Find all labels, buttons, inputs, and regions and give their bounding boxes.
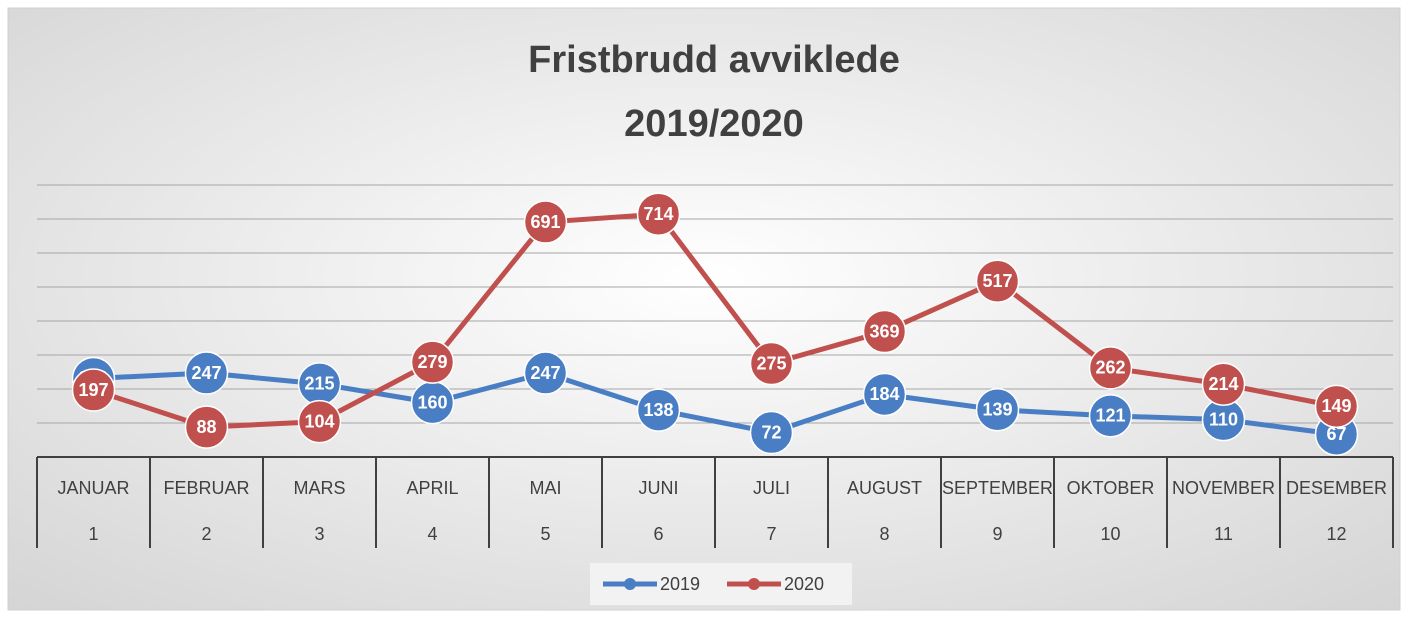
x-tick-label-number: 12 [1326,524,1346,544]
chart-area [7,7,1401,611]
x-tick-label-number: 9 [992,524,1002,544]
x-tick-label: SEPTEMBER [942,478,1053,498]
marker [636,388,681,432]
marker [1088,346,1133,390]
marker [975,259,1020,303]
x-tick-label: AUGUST [847,478,922,498]
data-label: 214 [1208,374,1238,394]
x-tick-label-number: 8 [879,524,889,544]
marker [749,410,794,455]
x-tick-label: JUNI [639,478,679,498]
data-label: 104 [304,411,334,431]
x-tick-label-number: 1 [88,524,98,544]
legend-marker [624,578,636,590]
data-label: 160 [417,392,447,412]
x-tick-label: FEBRUAR [163,478,249,498]
marker [184,351,229,395]
x-tick-label-number: 11 [1214,524,1233,544]
x-tick-label-number: 5 [540,524,550,544]
legend-label: 2019 [660,574,700,594]
x-tick-label-number: 3 [314,524,324,544]
data-label: 369 [869,321,899,341]
data-label: 121 [1095,406,1125,426]
marker [71,368,116,412]
data-label: 279 [417,352,447,372]
marker [975,387,1020,432]
marker [749,341,794,386]
marker [184,405,229,449]
data-label: 139 [982,399,1012,419]
x-tick-label: JANUAR [57,478,129,498]
data-label: 110 [1209,409,1238,429]
data-label: 197 [78,380,108,400]
x-tick-label-number: 7 [766,524,776,544]
data-label: 215 [304,374,334,394]
x-tick-label: MAI [529,478,561,498]
chart-title: 2019/2020 [624,103,804,145]
data-label: 138 [643,400,673,420]
data-label: 149 [1321,396,1351,416]
marker [523,200,568,244]
data-label: 88 [196,417,216,437]
x-tick-label: APRIL [406,478,458,498]
x-tick-label-number: 10 [1100,524,1120,544]
marker [1088,394,1133,438]
marker [862,309,907,354]
x-tick-label-number: 4 [427,524,437,544]
x-tick-label: NOVEMBER [1172,478,1275,498]
x-tick-label: DESEMBER [1286,478,1387,498]
data-label: 517 [982,271,1012,291]
marker [1314,384,1359,429]
legend-label: 2020 [784,574,824,594]
marker [297,399,342,444]
marker [523,351,568,395]
data-label: 714 [643,204,673,224]
data-label: 184 [869,384,899,404]
data-label: 72 [761,422,781,442]
marker [862,372,907,417]
data-label: 275 [756,353,786,373]
x-tick-label: MARS [293,478,345,498]
x-tick-label-number: 2 [201,524,211,544]
data-label: 691 [530,212,560,232]
chart-title: Fristbrudd avviklede [528,39,900,81]
x-tick-label: JULI [753,478,790,498]
legend-marker [748,578,760,590]
marker [410,340,455,384]
marker [1201,362,1246,406]
marker [636,192,681,236]
data-label: 247 [530,363,560,383]
x-tick-label-number: 6 [653,524,663,544]
data-label: 262 [1095,358,1125,378]
x-tick-label: OKTOBER [1067,478,1155,498]
data-label: 67 [1326,424,1346,444]
data-label: 247 [191,363,221,383]
